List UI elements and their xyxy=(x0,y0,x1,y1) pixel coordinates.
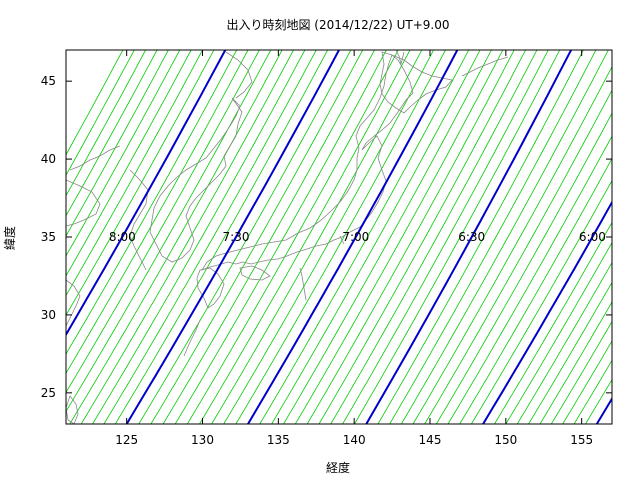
x-tick-label: 130 xyxy=(191,433,214,447)
minor-contour-line xyxy=(447,135,612,424)
minor-contour-line xyxy=(516,261,612,424)
x-axis: 125 130 135 140 145 150 155 xyxy=(115,50,593,447)
minor-contour-line xyxy=(223,50,434,424)
x-tick-label: 140 xyxy=(343,433,366,447)
major-contour-6-00 xyxy=(482,200,612,424)
shikoku-coastline xyxy=(239,265,271,281)
y-tick-label: 40 xyxy=(41,152,56,166)
minor-contour-line xyxy=(271,50,481,424)
y-tick-label: 35 xyxy=(41,230,56,244)
minor-contour-line xyxy=(318,50,526,424)
x-tick-label: 150 xyxy=(494,433,517,447)
minor-contour-line xyxy=(80,50,294,424)
minor-contour-line xyxy=(66,50,260,394)
minor-contour-line xyxy=(306,50,515,424)
major-contour-7-30 xyxy=(125,50,340,424)
minor-contour-line xyxy=(505,241,612,424)
minor-contour-line xyxy=(412,65,612,424)
minor-contour-line xyxy=(69,50,283,424)
korea-coastline xyxy=(149,97,243,263)
x-tick-label: 125 xyxy=(115,433,138,447)
minor-contour-line xyxy=(66,50,192,277)
minor-contour-line xyxy=(66,50,169,237)
minor-contour-line xyxy=(66,50,124,156)
contour-label: 7:00 xyxy=(342,230,369,244)
minor-contour-line xyxy=(66,50,203,297)
minor-contour-line xyxy=(103,50,317,424)
minor-contour-line xyxy=(66,50,237,355)
islands xyxy=(183,235,345,357)
x-tick-label: 155 xyxy=(570,433,593,447)
minor-contour-line xyxy=(66,50,146,197)
minor-contour-line xyxy=(162,50,375,424)
minor-contour-line xyxy=(550,320,612,424)
minor-contour-line xyxy=(138,50,352,424)
minor-contour-line xyxy=(354,50,561,424)
minor-contour-line xyxy=(562,340,612,424)
minor-contour-line xyxy=(424,89,612,424)
minor-contour-line xyxy=(494,221,612,424)
minor-contour-line xyxy=(114,50,328,424)
hokkaido-coastline xyxy=(379,51,453,114)
minor-contour-line xyxy=(174,50,387,424)
minor-contour-line xyxy=(92,50,306,424)
mainland-coastline xyxy=(66,51,253,327)
y-tick-label: 45 xyxy=(41,74,56,88)
minor-contour-line xyxy=(211,50,423,424)
minor-contour-line xyxy=(528,281,612,424)
minor-contour-line xyxy=(259,50,470,424)
minor-contour-line xyxy=(377,50,584,424)
contour-labels: 8:007:307:006:306:005:30 xyxy=(109,230,606,244)
contour-label: 6:00 xyxy=(579,230,606,244)
minor-contour-line xyxy=(235,50,446,424)
y-tick-label: 30 xyxy=(41,308,56,322)
minor-contour-line xyxy=(389,50,597,424)
y-axis: 25 30 35 40 45 xyxy=(41,74,612,400)
major-contours xyxy=(66,50,612,424)
minor-contour-line xyxy=(471,179,612,424)
x-tick-label: 145 xyxy=(419,433,442,447)
x-tick-label: 135 xyxy=(267,433,290,447)
minor-contour-line xyxy=(186,50,399,424)
taiwan-coastline xyxy=(66,395,79,424)
minor-contour-line xyxy=(436,112,612,424)
plot-area xyxy=(66,50,612,424)
minor-contour-line xyxy=(66,50,135,177)
minor-contour-line xyxy=(539,301,612,424)
minor-contour-line xyxy=(66,50,249,375)
y-axis-label: 緯度 xyxy=(2,226,17,250)
minor-contour-line xyxy=(199,50,411,424)
contour-label: 6:30 xyxy=(458,230,485,244)
minor-contours xyxy=(66,50,612,424)
minor-contour-line xyxy=(66,50,215,316)
x-axis-label: 経度 xyxy=(326,460,350,475)
minor-contour-line xyxy=(342,50,549,424)
major-contour-6-30 xyxy=(365,50,572,424)
japan-coastline xyxy=(201,54,414,271)
kuril-islands xyxy=(461,56,509,77)
major-contour-8-00 xyxy=(66,50,227,337)
chart-title: 出入り時刻地図 (2014/12/22) UT+9.00 xyxy=(226,18,449,32)
minor-contour-line xyxy=(459,157,612,424)
minor-contour-line xyxy=(283,50,492,424)
major-contour-7-00 xyxy=(247,50,459,424)
minor-contour-line xyxy=(573,359,612,424)
contour-label: 8:00 xyxy=(109,230,136,244)
coastline xyxy=(66,50,509,424)
minor-contour-line xyxy=(294,50,504,424)
minor-contour-line xyxy=(150,50,364,424)
sakhalin-coastline xyxy=(395,50,405,65)
minor-contour-line xyxy=(66,50,181,257)
minor-contour-line xyxy=(66,50,158,217)
contour-label: 7:30 xyxy=(223,230,250,244)
minor-contour-line xyxy=(330,50,538,424)
minor-contour-line xyxy=(400,50,609,424)
y-tick-label: 25 xyxy=(41,386,56,400)
